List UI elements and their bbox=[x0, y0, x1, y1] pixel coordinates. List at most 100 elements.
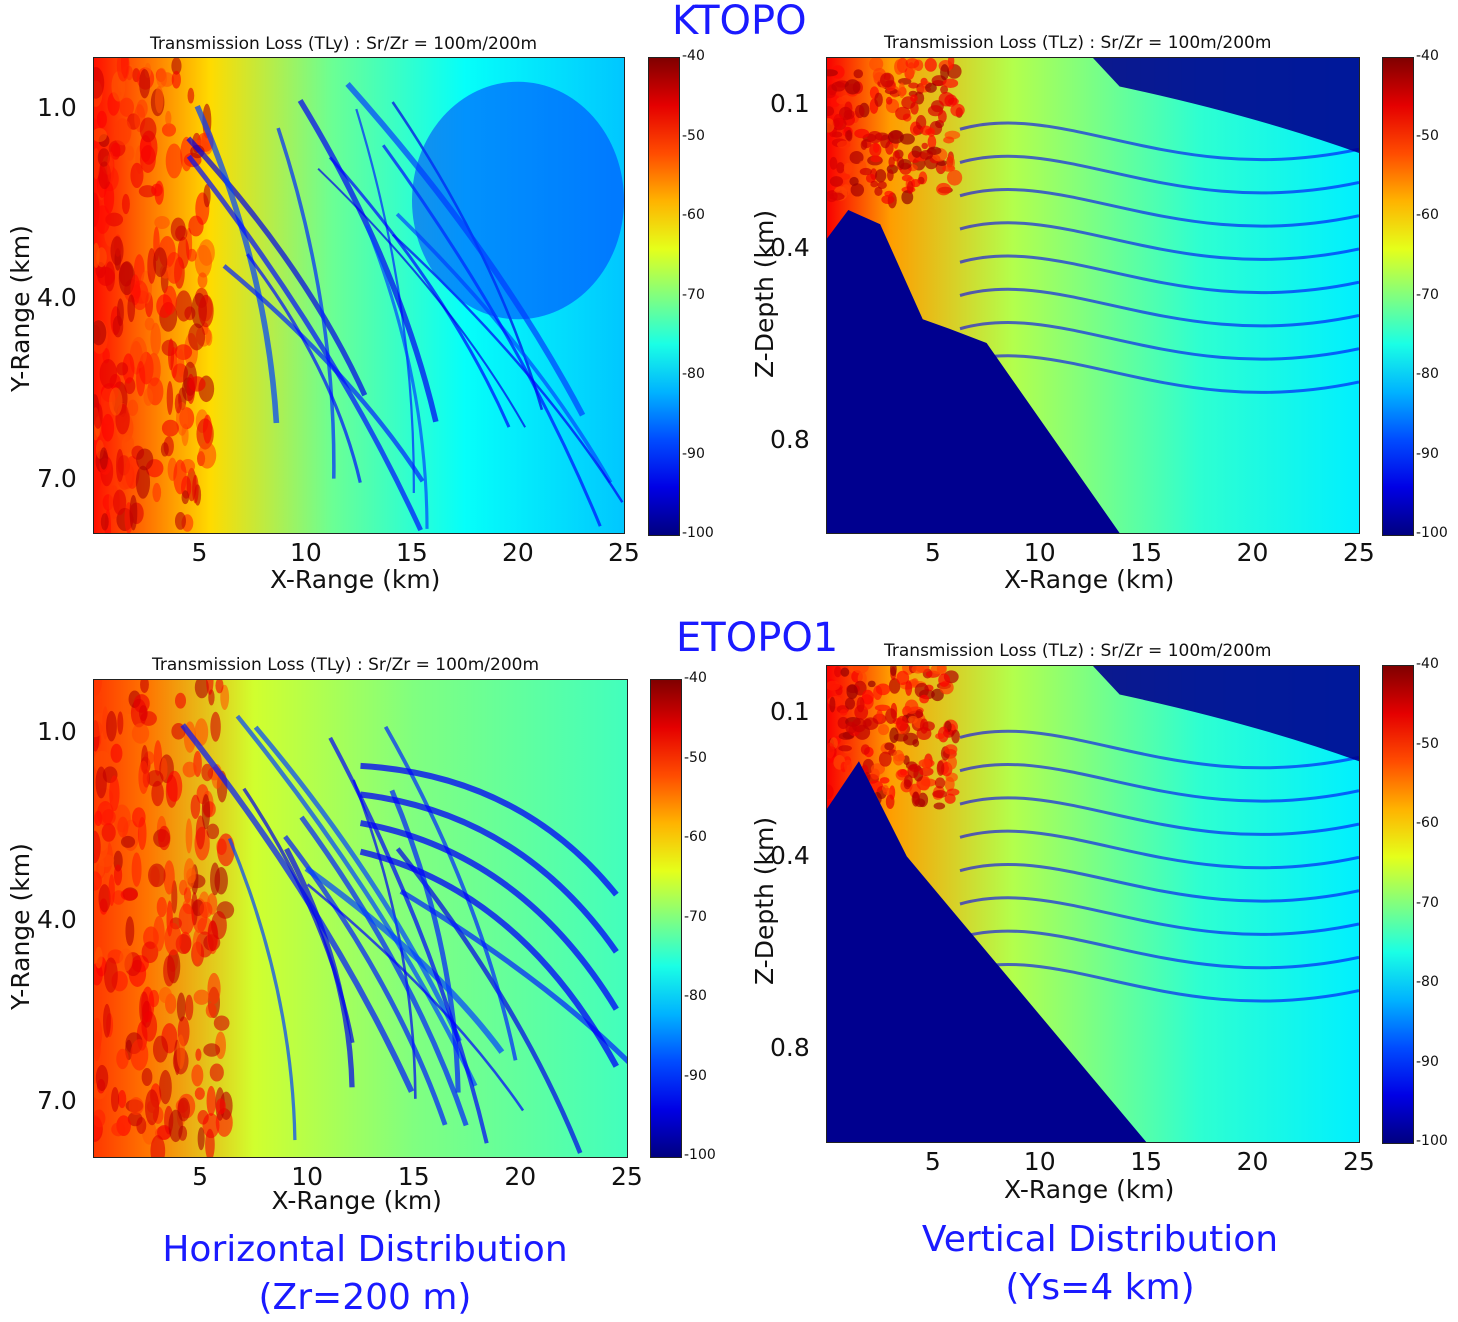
chart1-field bbox=[94, 58, 624, 533]
chart3-hotspot bbox=[183, 858, 196, 890]
chart2-hotspot bbox=[884, 190, 894, 197]
chart1-hotspot bbox=[94, 402, 103, 429]
chart1-hotspot bbox=[127, 399, 139, 416]
chart4-hotspot bbox=[915, 708, 924, 718]
chart4-hotspot bbox=[919, 775, 931, 791]
etopo1-title: ETOPO1 bbox=[676, 615, 839, 661]
chart1-hotspot bbox=[99, 447, 108, 470]
chart4-hotspot bbox=[911, 791, 920, 807]
chart3-hotspot bbox=[176, 992, 186, 1022]
chart4-hotspot bbox=[896, 670, 910, 685]
chart1-hotspot bbox=[113, 118, 132, 146]
chart2-hotspot bbox=[854, 104, 865, 119]
chart3-hotspot bbox=[178, 903, 195, 935]
chart4-hotspot bbox=[884, 742, 895, 751]
chart1-hotspot bbox=[161, 419, 179, 437]
chart2-hotspot bbox=[833, 113, 844, 130]
chart3-hotspot bbox=[185, 818, 193, 854]
chart2-beam-null bbox=[959, 354, 1359, 394]
chart3-colorbar-tick: -80 bbox=[684, 988, 707, 1004]
horizontal-caption: Horizontal Distribution (Zr=200 m) bbox=[120, 1226, 610, 1322]
chart4-hotspot bbox=[897, 769, 908, 778]
chart4-colorbar-tick: -40 bbox=[1416, 656, 1439, 672]
chart3-xtick: 25 bbox=[611, 1162, 643, 1191]
chart1-hotspot bbox=[100, 513, 109, 531]
chart1-hotspot bbox=[94, 205, 111, 234]
chart4-heatmap bbox=[826, 665, 1360, 1143]
chart2-hotspot bbox=[875, 169, 887, 183]
chart1-hotspot bbox=[177, 349, 185, 378]
chart2-hotspot bbox=[870, 180, 879, 188]
chart3-hotspot bbox=[163, 860, 175, 895]
chart1-hotspot bbox=[130, 336, 148, 369]
vertical-caption-line1: Vertical Distribution bbox=[921, 1219, 1279, 1260]
chart4-hotspot bbox=[947, 755, 957, 770]
chart4-beam-null bbox=[959, 829, 1359, 870]
chart3-hotspot bbox=[110, 743, 123, 763]
chart1-hotspot bbox=[94, 66, 105, 99]
chart3-hotspot bbox=[144, 1089, 160, 1126]
chart4-hotspot bbox=[867, 680, 876, 688]
chart1-hotspot bbox=[150, 322, 161, 356]
chart3-null-stripe bbox=[227, 837, 297, 1141]
chart2-xtick: 15 bbox=[1130, 538, 1162, 567]
chart1-hotspot bbox=[161, 123, 177, 137]
chart2-colorbar-tick: -40 bbox=[1416, 48, 1439, 64]
chart2-seabed bbox=[827, 210, 1120, 533]
chart1-colorbar-tick: -60 bbox=[682, 207, 705, 223]
chart2-colorbar bbox=[1382, 57, 1414, 536]
chart2-hotspot bbox=[860, 139, 868, 150]
chart1-hotspot bbox=[159, 72, 175, 87]
chart1-hotspot bbox=[139, 68, 151, 99]
chart1-hotspot bbox=[188, 323, 206, 351]
chart4-hotspot bbox=[922, 758, 932, 771]
chart3-hotspot bbox=[151, 780, 164, 807]
chart1-hotspot bbox=[202, 414, 213, 444]
chart4-hotspot bbox=[892, 749, 905, 766]
chart4-hotspot bbox=[888, 678, 901, 694]
chart1-colorbar-tick: -100 bbox=[682, 525, 714, 541]
chart3-ytick: 4.0 bbox=[37, 905, 77, 934]
chart4-hotspot bbox=[846, 684, 858, 700]
chart4-xlabel: X-Range (km) bbox=[1004, 1175, 1175, 1204]
chart4-hotspot bbox=[935, 733, 945, 740]
chart4-hotspot bbox=[877, 724, 890, 736]
chart1-null-stripe bbox=[297, 98, 439, 423]
chart2-hotspot bbox=[927, 134, 937, 150]
chart1-xtick: 25 bbox=[608, 538, 640, 567]
horizontal-caption-line2: (Zr=200 m) bbox=[258, 1277, 472, 1318]
chart1-hotspot bbox=[181, 490, 190, 505]
chart3-hotspot bbox=[119, 948, 133, 972]
chart1-hotspot bbox=[188, 376, 206, 392]
chart2-hotspot bbox=[873, 142, 880, 153]
chart2-hotspot bbox=[881, 194, 895, 205]
chart2-colorbar-tick: -100 bbox=[1416, 525, 1448, 541]
chart1-hotspot bbox=[198, 239, 215, 266]
chart4-hotspot bbox=[852, 666, 869, 674]
chart4-hotspot bbox=[916, 726, 932, 741]
chart3-hotspot bbox=[141, 1011, 158, 1042]
chart4-beam-null bbox=[959, 862, 1359, 903]
chart1-xtick: 10 bbox=[290, 538, 322, 567]
chart3-hotspot bbox=[195, 1048, 202, 1061]
chart1-hotspot bbox=[171, 58, 182, 75]
chart3-hotspot bbox=[192, 929, 202, 965]
chart3-hotspot bbox=[194, 1087, 205, 1100]
chart4-colorbar-tick: -50 bbox=[1416, 735, 1439, 752]
chart4-ytick: 0.1 bbox=[770, 697, 810, 726]
chart4-colorbar-tick: -90 bbox=[1416, 1053, 1439, 1070]
chart3-field bbox=[94, 680, 627, 1157]
chart4-hotspot bbox=[875, 683, 891, 696]
chart3-hotspot bbox=[194, 680, 209, 699]
chart1-hotspot bbox=[136, 448, 154, 471]
chart2-hotspot bbox=[829, 156, 838, 170]
chart1-null-stripe bbox=[365, 224, 429, 529]
chart2-hotspot bbox=[943, 136, 955, 144]
chart2-hotspot bbox=[888, 156, 895, 168]
chart3-arc-null bbox=[359, 820, 619, 1011]
chart3-hotspot bbox=[168, 1109, 183, 1143]
chart3-hotspot bbox=[109, 775, 120, 812]
chart2-hotspot bbox=[950, 103, 965, 117]
chart3-hotspot bbox=[157, 1124, 172, 1140]
chart3-hotspot bbox=[209, 1063, 224, 1082]
